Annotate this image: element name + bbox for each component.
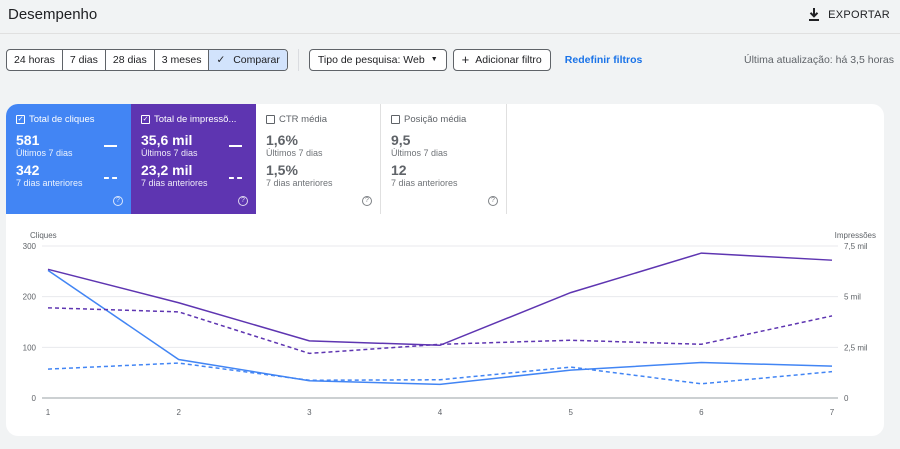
metric-period: Últimos 7 dias bbox=[141, 148, 198, 158]
metric-impressions[interactable]: ✓ Total de impressõ... 35,6 mil Últimos 7… bbox=[131, 104, 256, 214]
export-label: EXPORTAR bbox=[828, 8, 890, 21]
download-icon bbox=[809, 8, 820, 21]
help-icon[interactable]: ? bbox=[362, 196, 372, 206]
metric-position[interactable]: Posição média 9,5 Últimos 7 dias 12 7 di… bbox=[381, 104, 507, 214]
performance-chart: Cliques Impressões 300 200 100 0 7,5 mil 5 m… bbox=[23, 231, 876, 417]
metric-previous-period: 7 dias anteriores bbox=[266, 178, 333, 188]
help-icon[interactable]: ? bbox=[238, 196, 248, 206]
range-28d[interactable]: 28 dias bbox=[106, 50, 155, 70]
y-right-axis-title: Impressões bbox=[835, 231, 876, 240]
x-tick-label: 5 bbox=[568, 408, 573, 417]
search-type-label: Tipo de pesquisa: Web bbox=[317, 54, 425, 66]
metric-label: Posição média bbox=[404, 114, 467, 125]
series-line-1 bbox=[47, 269, 833, 386]
dashed-line-legend bbox=[229, 177, 242, 179]
compare-option[interactable]: ✓ Comparar bbox=[209, 50, 287, 70]
export-button[interactable]: EXPORTAR bbox=[808, 8, 890, 21]
x-tick-label: 6 bbox=[699, 408, 704, 417]
plus-icon: + bbox=[461, 52, 470, 67]
page-title: Desempenho bbox=[8, 6, 98, 23]
metric-period: Últimos 7 dias bbox=[266, 148, 323, 158]
metric-ctr[interactable]: CTR média 1,6% Últimos 7 dias 1,5% 7 dia… bbox=[256, 104, 381, 214]
y-right-ticks: 7,5 mil 5 mil 2,5 mil 0 bbox=[844, 242, 868, 403]
chart-series bbox=[47, 252, 833, 386]
metric-previous-value: 12 bbox=[391, 162, 407, 178]
metric-value: 9,5 bbox=[391, 132, 411, 148]
metric-period: Últimos 7 dias bbox=[391, 148, 448, 158]
y-left-axis-title: Cliques bbox=[30, 231, 57, 240]
metric-period: Últimos 7 dias bbox=[16, 148, 73, 158]
search-type-dropdown[interactable]: Tipo de pesquisa: Web ▼ bbox=[308, 49, 447, 71]
filter-toolbar: 24 horas 7 dias 28 dias 3 meses ✓ Compar… bbox=[6, 49, 642, 71]
y-left-tick-label: 0 bbox=[32, 394, 37, 403]
metric-value: 581 bbox=[16, 132, 40, 148]
y-left-tick-label: 200 bbox=[23, 293, 37, 302]
chart-grid bbox=[42, 245, 838, 399]
series-line-4 bbox=[47, 307, 833, 355]
metric-previous-period: 7 dias anteriores bbox=[391, 178, 458, 188]
x-tick-label: 1 bbox=[46, 408, 51, 417]
solid-line-legend bbox=[229, 145, 242, 147]
metric-previous-value: 1,5% bbox=[266, 162, 298, 178]
y-right-tick-label: 0 bbox=[844, 394, 849, 403]
reset-filters-link[interactable]: Redefinir filtros bbox=[564, 54, 643, 66]
x-tick-label: 3 bbox=[307, 408, 312, 417]
checkbox-checked-icon[interactable]: ✓ bbox=[16, 115, 25, 124]
metric-previous-value: 342 bbox=[16, 162, 40, 178]
range-3m[interactable]: 3 meses bbox=[155, 50, 210, 70]
series-line-3 bbox=[47, 252, 833, 347]
metric-label: Total de impressõ... bbox=[154, 114, 237, 125]
y-right-tick-label: 7,5 mil bbox=[844, 242, 868, 251]
x-tick-label: 7 bbox=[830, 408, 835, 417]
checkbox-empty-icon[interactable] bbox=[266, 115, 275, 124]
x-axis-ticks: 1 2 3 4 5 6 7 bbox=[46, 408, 835, 417]
range-7d[interactable]: 7 dias bbox=[63, 50, 106, 70]
check-icon: ✓ bbox=[216, 54, 226, 66]
add-filter-label: Adicionar filtro bbox=[475, 54, 542, 66]
dashed-line-legend bbox=[104, 177, 117, 179]
checkbox-empty-icon[interactable] bbox=[391, 115, 400, 124]
y-left-tick-label: 300 bbox=[23, 242, 37, 251]
x-tick-label: 4 bbox=[438, 408, 443, 417]
help-icon[interactable]: ? bbox=[113, 196, 123, 206]
checkbox-checked-icon[interactable]: ✓ bbox=[141, 115, 150, 124]
y-left-tick-label: 100 bbox=[23, 343, 37, 352]
compare-label: Comparar bbox=[233, 54, 280, 66]
date-range-selector: 24 horas 7 dias 28 dias 3 meses ✓ Compar… bbox=[6, 49, 288, 71]
solid-line-legend bbox=[104, 145, 117, 147]
page-header: Desempenho EXPORTAR bbox=[0, 0, 900, 34]
metric-previous-period: 7 dias anteriores bbox=[16, 178, 83, 188]
dropdown-arrow-icon: ▼ bbox=[430, 56, 438, 63]
help-icon[interactable]: ? bbox=[488, 196, 498, 206]
x-tick-label: 2 bbox=[176, 408, 181, 417]
last-updated-text: Última atualização: há 3,5 horas bbox=[744, 54, 894, 66]
metric-value: 35,6 mil bbox=[141, 132, 193, 148]
metric-label: CTR média bbox=[279, 114, 328, 125]
y-right-tick-label: 5 mil bbox=[844, 293, 861, 302]
performance-card: ✓ Total de cliques 581 Últimos 7 dias 342… bbox=[6, 104, 884, 436]
divider bbox=[297, 49, 299, 71]
y-right-tick-label: 2,5 mil bbox=[844, 343, 868, 352]
metric-previous-period: 7 dias anteriores bbox=[141, 178, 208, 188]
range-24h[interactable]: 24 horas bbox=[7, 50, 63, 70]
add-filter-button[interactable]: + Adicionar filtro bbox=[452, 49, 551, 71]
y-left-ticks: 300 200 100 0 bbox=[23, 242, 37, 403]
metric-label: Total de cliques bbox=[29, 114, 95, 125]
metric-previous-value: 23,2 mil bbox=[141, 162, 193, 178]
series-line-2 bbox=[47, 362, 833, 385]
metric-value: 1,6% bbox=[266, 132, 298, 148]
metric-clicks[interactable]: ✓ Total de cliques 581 Últimos 7 dias 342… bbox=[6, 104, 131, 214]
